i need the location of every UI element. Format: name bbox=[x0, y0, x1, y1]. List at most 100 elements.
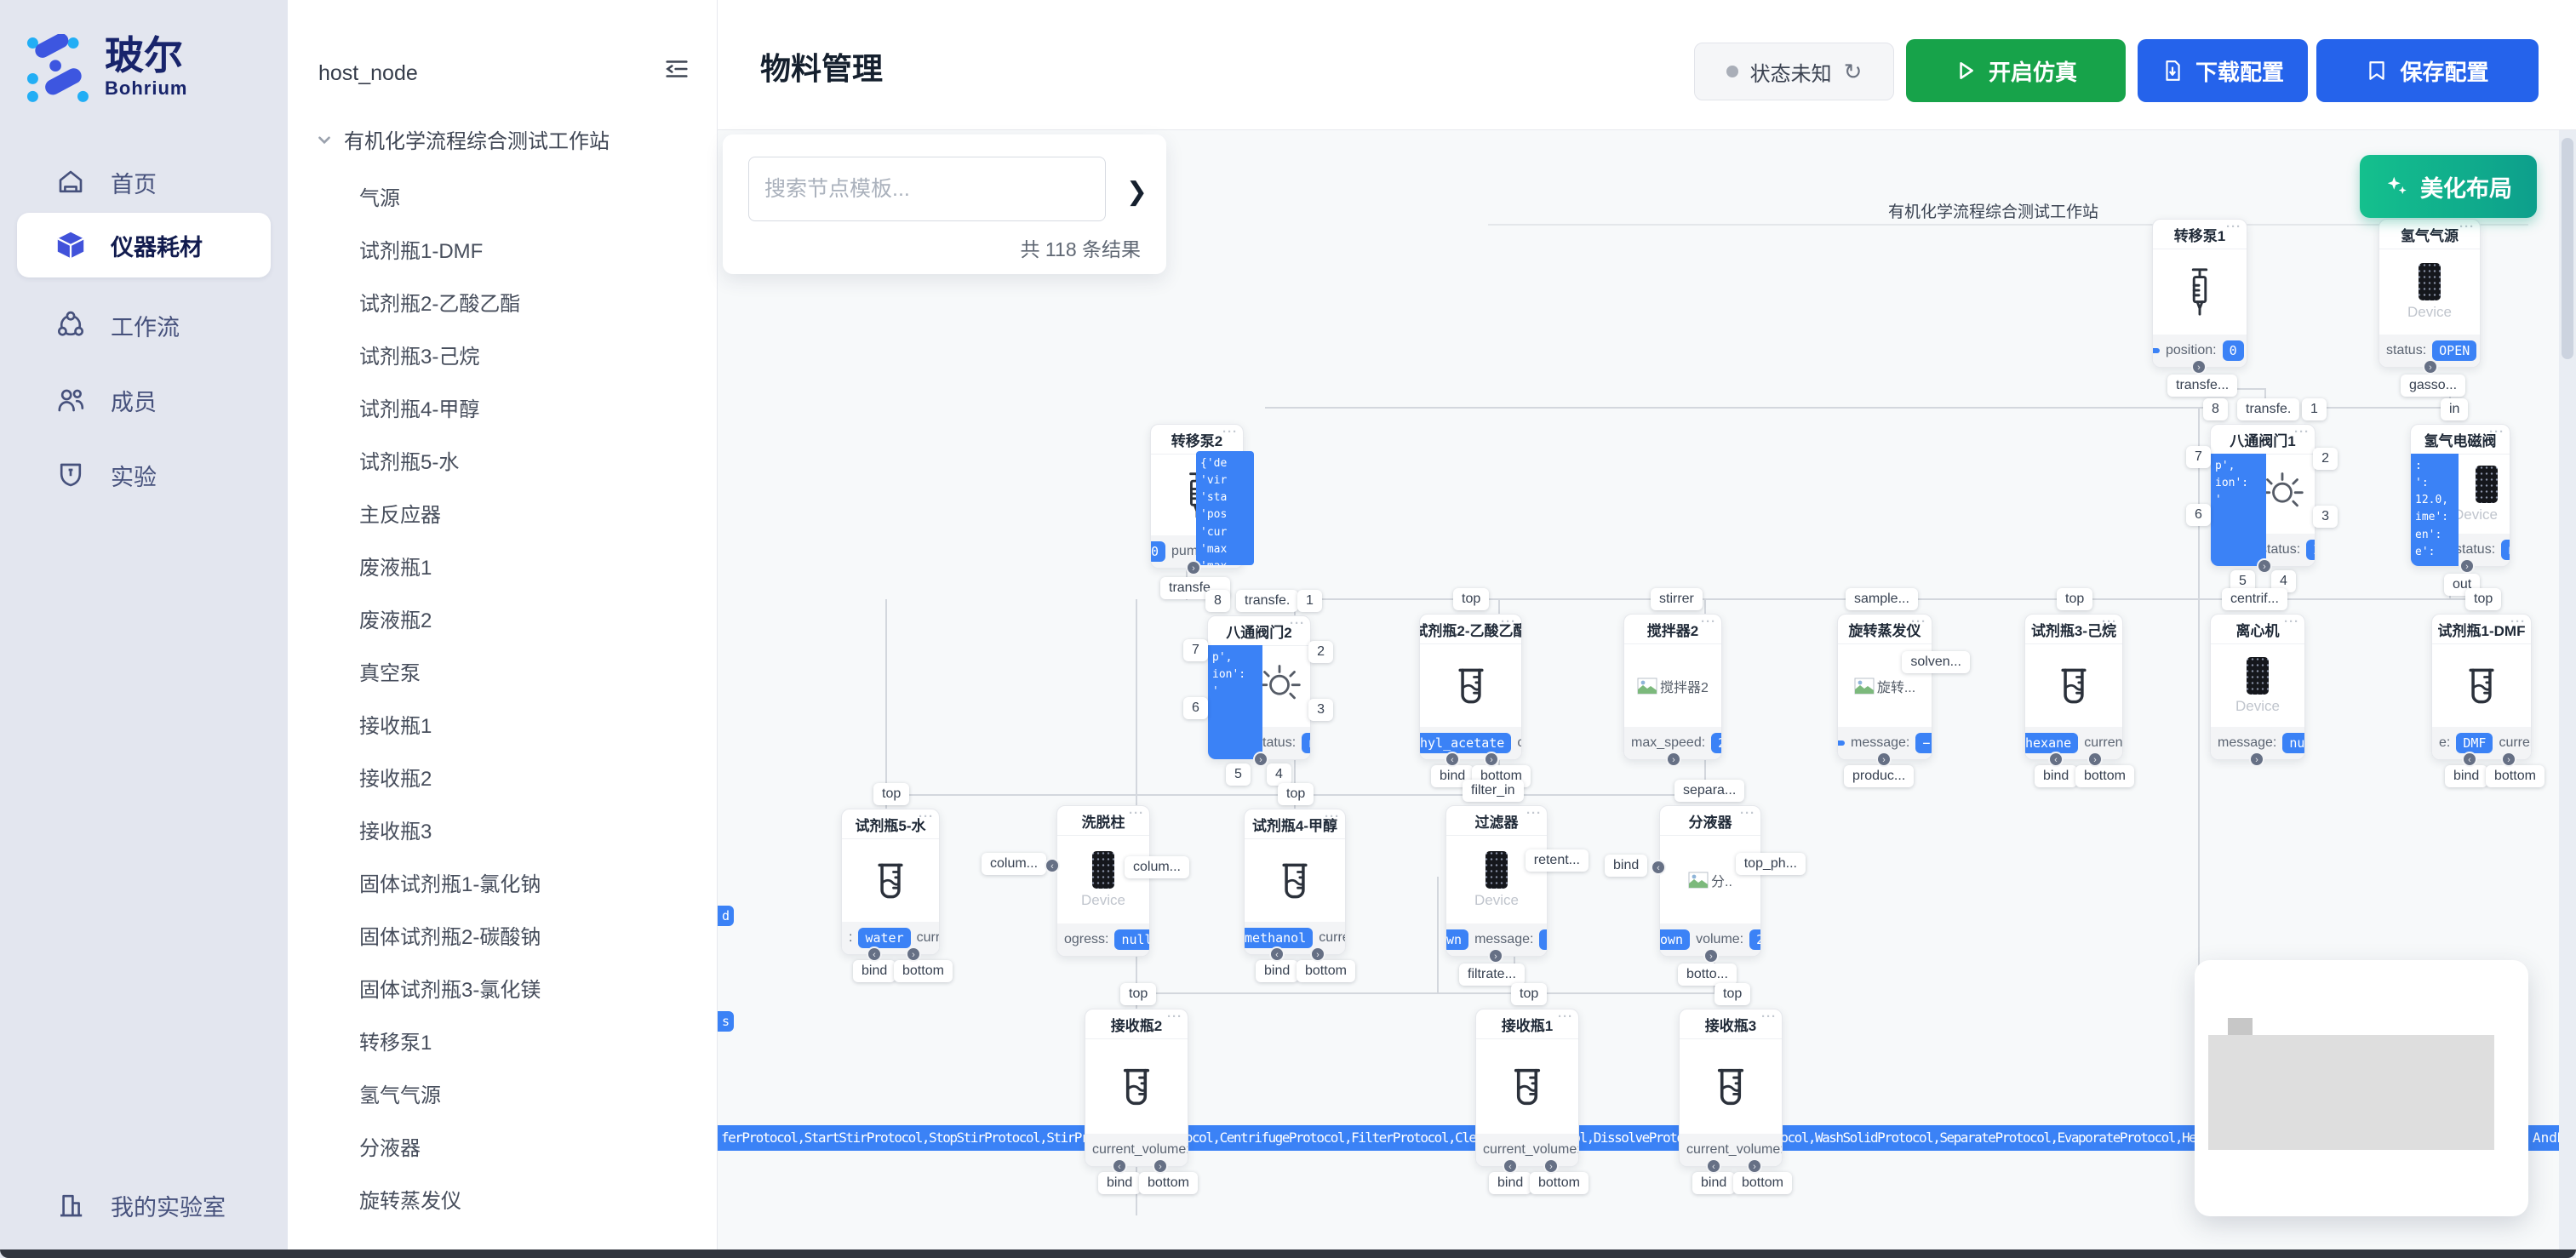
node-eight-way-valve-2[interactable]: 8 transfe. 1 7 6 2 3 5 4 八通阀门2 ··· p', ion… bbox=[1183, 590, 1333, 786]
port-handle[interactable]: › bbox=[1703, 948, 1719, 964]
port-pill[interactable]: botto... bbox=[1678, 964, 1737, 986]
port-handle[interactable]: ‹ bbox=[2048, 752, 2064, 767]
node-menu-icon[interactable]: ··· bbox=[1911, 615, 1926, 629]
node-menu-icon[interactable]: ··· bbox=[1167, 1009, 1182, 1024]
port-pill[interactable]: bind bbox=[2035, 765, 2078, 787]
tree-item[interactable]: 试剂瓶3-己烷 bbox=[359, 345, 480, 369]
node-reagent-bottle-3[interactable]: top 试剂瓶3-己烷··· hexanecurrent_v ‹ › bind … bbox=[2024, 588, 2134, 787]
port-pill[interactable]: produc... bbox=[1844, 765, 1915, 787]
node-h2-gas-source[interactable]: 氢气气源 ··· Device status: OPEN › gasso... bbox=[2379, 219, 2481, 397]
port-pill[interactable]: gasso... bbox=[2401, 375, 2466, 397]
port-handle[interactable]: › bbox=[2087, 752, 2103, 767]
port-pill[interactable]: top bbox=[1453, 588, 1490, 610]
minimap-viewport[interactable] bbox=[2208, 1035, 2494, 1150]
tree-item[interactable]: 废液瓶2 bbox=[359, 609, 432, 632]
port-handle[interactable]: › bbox=[1747, 1158, 1762, 1174]
port-pill[interactable]: filter_in bbox=[1463, 780, 1524, 802]
port-pill[interactable]: bind bbox=[1489, 1172, 1532, 1194]
tree-item[interactable]: 固体试剂瓶3-氯化镁 bbox=[359, 978, 541, 1002]
port-pill[interactable]: 7 bbox=[2186, 446, 2211, 468]
port-pill[interactable]: transfe... bbox=[2167, 375, 2238, 397]
chevron-right-icon[interactable]: ❯ bbox=[1125, 178, 1148, 206]
node-separator[interactable]: separa... bind ‹ 分液器 ··· 分.. own volume: 25… bbox=[1605, 780, 1806, 1037]
node-menu-icon[interactable]: ··· bbox=[2102, 615, 2117, 629]
node-menu-icon[interactable]: ··· bbox=[2284, 615, 2299, 629]
port-handle[interactable]: ‹ bbox=[1269, 946, 1285, 962]
node-menu-icon[interactable]: ··· bbox=[1526, 806, 1542, 821]
node-transfer-pump-1[interactable]: 转移泵1··· position:0pump › transfe... bbox=[2152, 219, 2247, 397]
port-handle[interactable]: ‹ bbox=[2462, 752, 2477, 767]
port-pill[interactable]: bottom bbox=[1297, 960, 1355, 982]
node-elution-column[interactable]: colum... ‹ 洗脱柱 ··· Device ogress: null colu… bbox=[982, 805, 1189, 957]
node-reagent-bottle-5[interactable]: top 试剂瓶5-水··· : water current_w ‹ › bind b… bbox=[841, 783, 953, 982]
port-pill[interactable]: 3 bbox=[1308, 699, 1333, 721]
port-handle[interactable]: › bbox=[1153, 1158, 1168, 1174]
node-h2-solenoid-valve[interactable]: in 氢气电磁阀 ··· : ': 12.0, ime': en': e': Device … bbox=[2410, 398, 2510, 596]
status-badge[interactable]: 状态未知 ↻ bbox=[1694, 43, 1894, 100]
port-pill[interactable]: bind bbox=[853, 960, 896, 982]
node-menu-icon[interactable]: ··· bbox=[1290, 616, 1305, 631]
node-menu-icon[interactable]: ··· bbox=[1222, 425, 1238, 439]
tree-item[interactable]: 试剂瓶1-DMF bbox=[359, 239, 484, 263]
port-handle[interactable]: › bbox=[1484, 752, 1499, 767]
port-handle[interactable]: › bbox=[1186, 560, 1201, 575]
tree-item[interactable]: 气源 bbox=[359, 186, 400, 210]
node-rotary-evaporator[interactable]: sample... 旋转蒸发仪··· 旋转... message:−max_ s… bbox=[1837, 588, 1970, 787]
port-handle[interactable]: ‹ bbox=[1651, 860, 1666, 875]
port-handle[interactable]: ‹ bbox=[867, 946, 882, 962]
node-menu-icon[interactable]: ··· bbox=[1501, 615, 1516, 629]
node-stirrer-2[interactable]: stirrer 搅拌器2··· 搅拌器2 max_speed:2000 › bbox=[1623, 588, 1722, 767]
port-handle[interactable]: › bbox=[2257, 558, 2272, 574]
port-pill[interactable]: bind bbox=[1692, 1172, 1736, 1194]
node-menu-icon[interactable]: ··· bbox=[1740, 806, 1755, 821]
port-handle[interactable]: ‹ bbox=[1112, 1158, 1127, 1174]
node-menu-icon[interactable]: ··· bbox=[2510, 615, 2526, 629]
port-pill[interactable]: centrif... bbox=[2222, 588, 2287, 610]
node-menu-icon[interactable]: ··· bbox=[1761, 1009, 1777, 1024]
node-menu-icon[interactable]: ··· bbox=[2294, 425, 2310, 439]
tree-item[interactable]: 旋转蒸发仪 bbox=[359, 1189, 461, 1213]
port-handle[interactable]: › bbox=[906, 946, 921, 962]
port-pill[interactable]: separa... bbox=[1674, 780, 1745, 802]
port-handle[interactable]: › bbox=[2459, 558, 2475, 574]
port-pill[interactable]: 6 bbox=[1183, 697, 1208, 719]
port-pill[interactable]: bind bbox=[1605, 855, 1648, 877]
port-pill[interactable]: bottom bbox=[894, 960, 953, 982]
port-pill[interactable]: transfe. bbox=[2237, 398, 2300, 420]
port-pill[interactable]: top_ph... bbox=[1735, 853, 1806, 875]
vertical-scrollbar-thumb[interactable] bbox=[2562, 138, 2573, 359]
port-handle[interactable]: › bbox=[1488, 948, 1503, 964]
port-pill[interactable]: colum... bbox=[982, 853, 1047, 875]
vertical-scrollbar[interactable] bbox=[2559, 129, 2576, 1258]
node-menu-icon[interactable]: ··· bbox=[2459, 220, 2475, 234]
port-handle[interactable]: ‹ bbox=[1445, 752, 1460, 767]
port-handle[interactable]: › bbox=[2501, 752, 2516, 767]
tree-item[interactable]: 废液瓶1 bbox=[359, 556, 432, 580]
port-handle[interactable]: ‹ bbox=[1503, 1158, 1518, 1174]
tree-item[interactable]: 分液器 bbox=[359, 1136, 421, 1160]
port-handle[interactable]: › bbox=[1876, 752, 1892, 767]
node-menu-icon[interactable]: ··· bbox=[1558, 1009, 1573, 1024]
port-pill[interactable]: bind bbox=[1098, 1172, 1142, 1194]
port-pill[interactable]: in bbox=[2441, 398, 2469, 420]
port-pill[interactable]: top bbox=[873, 783, 910, 805]
save-config-button[interactable]: 保存配置 bbox=[2316, 39, 2539, 102]
port-handle[interactable]: › bbox=[1310, 946, 1325, 962]
chevron-down-icon[interactable] bbox=[315, 130, 334, 149]
tree-item[interactable]: 转移泵1 bbox=[359, 1031, 432, 1055]
search-input[interactable] bbox=[748, 157, 1106, 221]
collapse-panel-icon[interactable] bbox=[662, 54, 693, 85]
tree-item[interactable]: 真空泵 bbox=[359, 661, 421, 685]
sidebar-item-my-lab[interactable]: 我的实验室 bbox=[0, 1173, 288, 1238]
refresh-icon[interactable]: ↻ bbox=[1843, 58, 1863, 84]
tree-item[interactable]: 固体试剂瓶2-碳酸钠 bbox=[359, 925, 541, 949]
node-menu-icon[interactable]: ··· bbox=[2226, 220, 2241, 234]
port-handle[interactable]: › bbox=[2249, 752, 2264, 767]
node-menu-icon[interactable]: ··· bbox=[1129, 806, 1144, 821]
port-pill[interactable]: top bbox=[2057, 588, 2093, 610]
node-receiver-bottle-1[interactable]: top 接收瓶1··· current_volume:0 ‹ › bind bo… bbox=[1475, 983, 1589, 1194]
tree-item[interactable]: 接收瓶3 bbox=[359, 820, 432, 843]
tree-item[interactable]: 试剂瓶5-水 bbox=[359, 450, 460, 474]
tree-item[interactable]: 接收瓶2 bbox=[359, 767, 432, 791]
